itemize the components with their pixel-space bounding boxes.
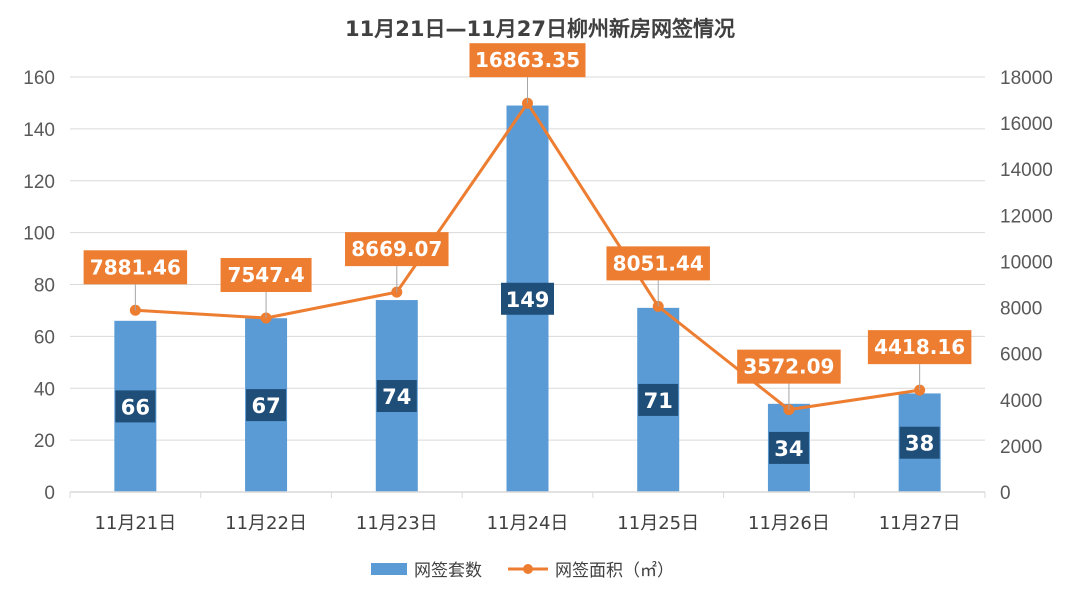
y-right-tick-label: 0 — [1000, 483, 1011, 504]
y-left-tick-label: 0 — [44, 483, 55, 504]
line-value-label: 8051.44 — [613, 251, 704, 275]
x-category-label: 11月23日 — [356, 513, 438, 534]
x-category-label: 11月22日 — [225, 513, 307, 534]
chart-title: 11月21日—11月27日柳州新房网签情况 — [345, 17, 735, 41]
bar-value-label: 67 — [251, 394, 280, 418]
bar-value-label-box — [115, 390, 156, 423]
axes: 0 20 40 60 80 100 120 140 160 0 2000 4000 6000 8000 10… — [23, 68, 1053, 534]
y-left-tick-label: 40 — [34, 379, 55, 400]
y-right-tick-label: 6000 — [1000, 345, 1042, 366]
bar-value-label: 38 — [905, 432, 934, 456]
line-value-label-box — [867, 330, 972, 365]
y-right-tick-label: 16000 — [1000, 114, 1053, 135]
bar-value-label: 74 — [382, 385, 411, 409]
line-value-label: 7547.4 — [227, 263, 304, 287]
y-left-tick-label: 160 — [23, 68, 55, 89]
y-right-tick-label: 2000 — [1000, 437, 1042, 458]
line-value-label: 7881.46 — [90, 255, 181, 279]
y-left-tick-label: 100 — [23, 224, 55, 245]
legend-line-marker — [523, 564, 533, 574]
legend: 网签套数 网签面积（㎡） — [371, 561, 674, 581]
legend-line-label: 网签面积（㎡） — [555, 561, 674, 581]
line-value-label-box — [469, 43, 586, 78]
y-right-tick-label: 4000 — [1000, 391, 1042, 412]
bar-value-label-box — [899, 426, 940, 459]
bar-value-label-box — [501, 282, 554, 315]
bar-value-label-box — [376, 380, 417, 413]
bar-value-label-box — [768, 431, 809, 464]
y-left-tick-label: 120 — [23, 172, 55, 193]
x-category-label: 11月24日 — [487, 513, 569, 534]
y-left-tick-label: 60 — [34, 327, 55, 348]
line-value-label-box — [220, 257, 312, 292]
bar-value-label-box — [246, 389, 287, 422]
x-category-label: 11月26日 — [748, 513, 830, 534]
bar-value-label: 149 — [506, 288, 550, 312]
x-category-label: 11月27日 — [879, 513, 961, 534]
line-value-label: 16863.35 — [475, 48, 580, 72]
line-value-label-box — [737, 349, 841, 384]
line-value-label: 4418.16 — [874, 335, 965, 359]
legend-bar-swatch — [371, 563, 407, 575]
bar-value-label: 71 — [644, 389, 673, 413]
line-value-label: 3572.09 — [743, 355, 834, 379]
x-category-label: 11月21日 — [94, 513, 176, 534]
data-labels: 66 67 74 149 71 34 38 7881.46 7547.4 8669.07 16863… — [83, 43, 972, 464]
y-right-tick-label: 8000 — [1000, 299, 1042, 320]
legend-bar-label: 网签套数 — [414, 561, 482, 581]
y-right-tick-label: 14000 — [1000, 160, 1053, 181]
bar-value-label: 66 — [121, 395, 150, 419]
y-left-tick-label: 20 — [34, 431, 55, 452]
y-right-tick-label: 10000 — [1000, 252, 1053, 273]
y-right-tick-label: 18000 — [1000, 68, 1053, 89]
y-right-tick-label: 12000 — [1000, 206, 1053, 227]
line-value-label: 8669.07 — [351, 237, 442, 261]
line-value-label-box — [345, 232, 449, 267]
y-left-tick-label: 140 — [23, 120, 55, 141]
y-left-tick-label: 80 — [34, 276, 55, 297]
bar-value-label: 34 — [774, 437, 803, 461]
bar-value-label-box — [638, 383, 679, 416]
x-category-label: 11月25日 — [617, 513, 699, 534]
line-value-label-box — [606, 246, 710, 281]
line-value-label-box — [83, 250, 188, 285]
